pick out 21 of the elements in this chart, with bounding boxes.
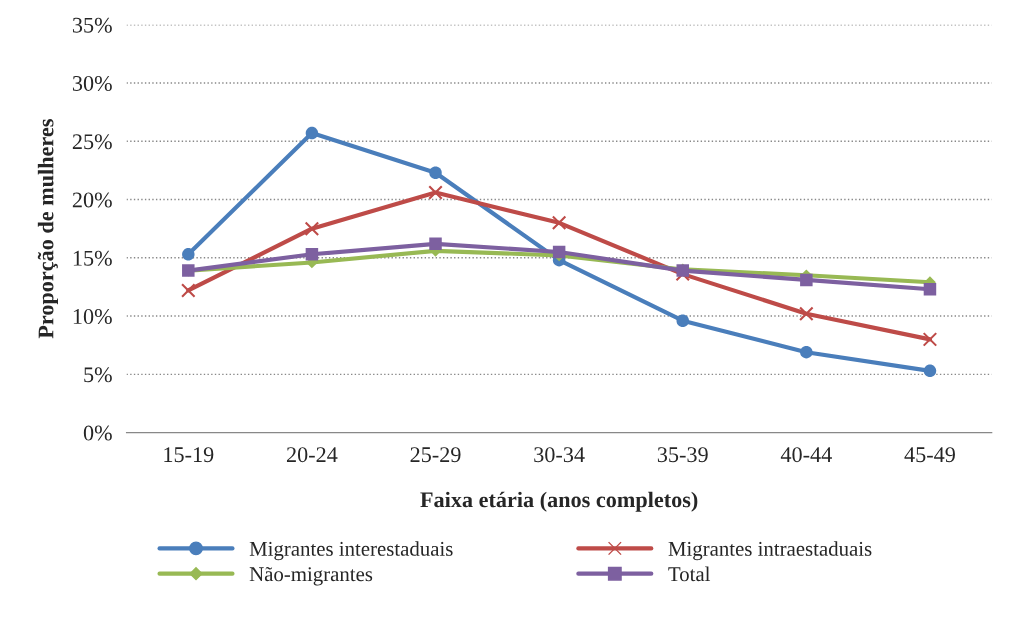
- legend-label: Total: [668, 566, 711, 582]
- x-tick-label: 40-44: [780, 447, 832, 463]
- y-tick-label: 10%: [73, 309, 112, 325]
- y-tick-label: 20%: [72, 192, 112, 208]
- x-tick-label: 15-19: [164, 447, 214, 463]
- y-axis-title: Proporção de mulheres: [37, 119, 58, 339]
- x-axis-title: Faixa etária (anos completos): [420, 491, 698, 512]
- legend-label: Migrantes interestaduais: [249, 541, 453, 561]
- y-tick-label: 35%: [72, 17, 112, 33]
- x-tick-label: 45-49: [904, 447, 955, 463]
- y-tick-label: 5%: [84, 367, 112, 383]
- y-tick-label: 25%: [72, 134, 112, 150]
- x-tick-label: 25-29: [410, 447, 461, 463]
- y-tick-label: 30%: [72, 75, 112, 91]
- legend-label: Migrantes intraestaduais: [668, 541, 872, 561]
- y-tick-label: 0%: [83, 425, 112, 441]
- legend-label: Não-migrantes: [249, 566, 373, 586]
- x-tick-label: 20-24: [286, 447, 338, 463]
- x-tick-label: 35-39: [657, 447, 708, 463]
- y-tick-label: 15%: [73, 250, 112, 266]
- x-tick-label: 30-34: [534, 447, 585, 463]
